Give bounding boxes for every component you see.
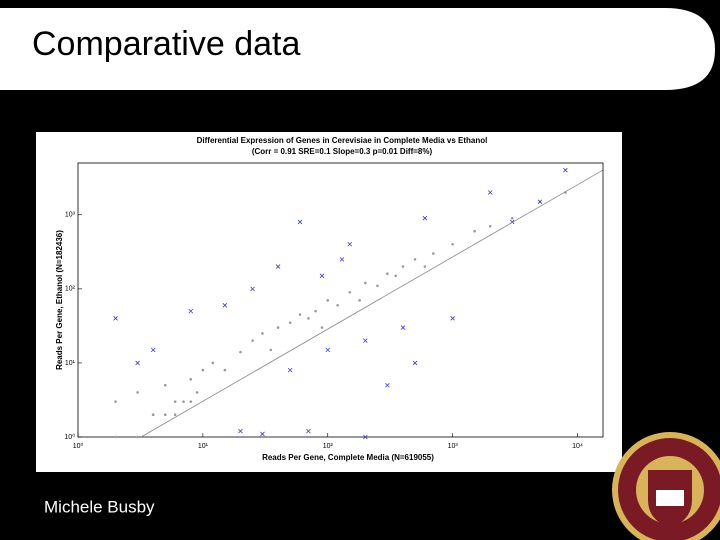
title-bar (0, 8, 715, 90)
author: Michele Busby (44, 497, 155, 516)
x-point (188, 308, 194, 314)
dot-point (114, 400, 117, 403)
dot-point (173, 400, 177, 403)
dot-point (182, 400, 185, 403)
dot-point (163, 413, 167, 417)
dot-point (211, 361, 215, 365)
dot-point (136, 391, 139, 394)
dot-point (261, 332, 264, 335)
x-point (400, 325, 406, 330)
dot-point (151, 413, 155, 417)
x-point (487, 190, 493, 195)
chart-panel (36, 132, 622, 472)
dot-point (276, 326, 280, 329)
x-axis-label: Reads Per Gene, Complete Media (N=619055… (262, 453, 434, 462)
dot-point (173, 413, 177, 417)
x-point (150, 347, 156, 353)
x-point (450, 316, 455, 321)
x-point (260, 431, 265, 437)
dot-point (451, 242, 454, 246)
x-point (563, 167, 568, 173)
x-point (363, 338, 368, 343)
y-tick-label: 10² (65, 286, 76, 293)
dot-point (386, 272, 389, 276)
dot-point (288, 321, 292, 324)
x-point (363, 434, 368, 440)
dot-point (239, 350, 242, 354)
x-point (238, 428, 243, 434)
dot-point (163, 383, 167, 387)
dot-point (364, 281, 367, 285)
dot-point (223, 368, 227, 372)
x-point (250, 286, 255, 292)
slide-title: Comparative data (32, 25, 300, 63)
dot-point (473, 229, 476, 233)
dot-point (269, 348, 273, 352)
dot-point (394, 274, 397, 278)
x-point (275, 264, 281, 269)
x-point (347, 241, 353, 247)
x-point (385, 382, 390, 388)
x-point (319, 273, 325, 279)
dot-point (314, 309, 317, 313)
plot-frame (77, 162, 604, 438)
dot-point (136, 435, 139, 439)
dot-point (114, 435, 117, 439)
x-point (297, 219, 303, 225)
chart-title: Differential Expression of Genes in Cere… (197, 136, 488, 145)
x-point (422, 215, 428, 221)
x-point (412, 360, 418, 366)
x-point (287, 367, 293, 373)
dot-point (348, 290, 352, 294)
x-point (325, 347, 331, 353)
x-tick-label: 10⁴ (572, 443, 583, 450)
fit-line (140, 169, 603, 438)
x-point (339, 257, 345, 262)
dot-point (326, 299, 330, 302)
chart-subtitle: (Corr = 0.91 SRE=0.1 Slope=0.3 p=0.01 Di… (252, 147, 433, 156)
dot-point (413, 258, 417, 261)
dot-point (510, 216, 514, 220)
dot-point (251, 339, 254, 342)
x-tick-label: 10¹ (198, 443, 209, 450)
y-tick-label: 10¹ (65, 360, 76, 367)
x-point (537, 199, 543, 205)
x-point (135, 360, 140, 366)
dot-point (195, 391, 199, 394)
dot-point (320, 326, 324, 329)
logo (612, 432, 720, 540)
dot-point (336, 303, 339, 307)
x-point (222, 303, 228, 308)
dot-point (189, 400, 193, 403)
dot-point (201, 368, 205, 372)
dot-point (298, 313, 302, 316)
x-tick-label: 10⁰ (73, 442, 84, 450)
dot-point (358, 299, 361, 302)
x-tick-label: 10³ (448, 443, 459, 450)
dot-point (488, 224, 492, 228)
y-axis-label: Reads Per Gene, Ethanol (N=182436) (55, 230, 64, 370)
dot-point (307, 317, 310, 320)
x-tick-label: 10² (323, 443, 334, 450)
dot-point (189, 378, 193, 381)
dot-point (376, 284, 379, 288)
x-point (113, 316, 118, 321)
y-tick-label: 10³ (65, 212, 76, 219)
dot-point (401, 265, 405, 268)
x-point (306, 428, 311, 434)
dot-point (423, 265, 427, 268)
y-tick-label: 10⁰ (64, 433, 75, 441)
dot-point (431, 252, 435, 255)
